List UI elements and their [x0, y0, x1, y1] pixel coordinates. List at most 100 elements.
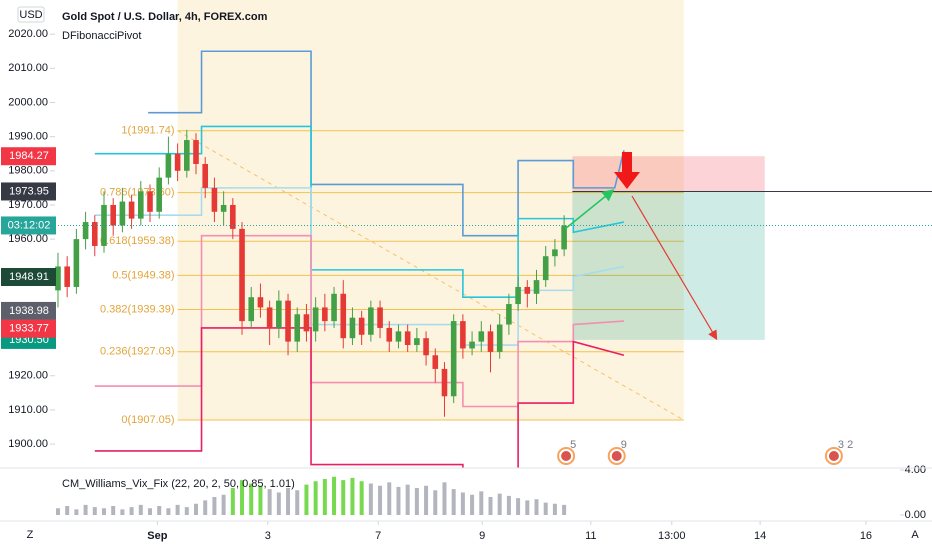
candle-body	[561, 225, 567, 250]
y-tick-label: 1960.00	[8, 233, 48, 245]
candle-body	[496, 324, 503, 352]
vix-bar	[83, 504, 88, 515]
vix-bar	[203, 500, 208, 515]
countdown-label: 03:12:02	[8, 219, 51, 231]
red-arrow	[631, 195, 718, 341]
vix-bar	[221, 494, 226, 515]
vix-bar	[506, 495, 511, 515]
vix-bar	[359, 481, 364, 515]
price-tag-label: 1948.91	[9, 271, 49, 283]
candle-body	[184, 140, 190, 171]
candle-body	[423, 338, 429, 356]
vix-bar	[166, 508, 171, 515]
candle-body	[239, 228, 245, 322]
candle-body	[414, 338, 420, 346]
candle-body	[285, 300, 291, 342]
vix-tick-label: 0.00	[905, 509, 926, 521]
vix-bar	[258, 485, 263, 515]
price-tag	[1, 301, 56, 320]
candle-body	[230, 204, 236, 229]
vix-bar	[55, 508, 60, 515]
candle-body	[432, 355, 439, 369]
vix-bar	[433, 490, 438, 515]
candle-body	[73, 239, 80, 287]
price-tag-label: 1938.98	[9, 305, 49, 317]
candle-body	[386, 327, 393, 342]
vix-bar	[111, 506, 116, 515]
candle-body	[248, 297, 255, 322]
vix-bar	[442, 482, 447, 515]
y-tick-label: 2020.00	[8, 28, 48, 40]
candle-body	[82, 222, 89, 240]
vix-title: CM_Williams_Vix_Fix (22, 20, 2, 50, 0.85…	[62, 478, 295, 490]
candle-body	[478, 331, 485, 342]
zoom-button[interactable]	[21, 526, 39, 544]
event-label: 3 2	[838, 439, 853, 451]
y-tick-label: 2000.00	[8, 96, 48, 108]
target-zone	[572, 191, 765, 340]
vix-bar	[497, 493, 502, 515]
candle-body	[524, 286, 531, 294]
price-tag-label: 1984.27	[9, 150, 49, 162]
candle-body	[349, 317, 356, 339]
candle-body	[450, 321, 457, 397]
vix-bar	[157, 506, 162, 515]
candle-body	[515, 286, 521, 305]
candle-body	[266, 307, 273, 328]
vix-bar	[101, 508, 106, 515]
candle-body	[276, 300, 282, 328]
stop-zone	[572, 156, 765, 192]
vix-bar	[396, 486, 401, 515]
auto-label[interactable]: A	[911, 529, 919, 541]
x-tick-label: 7	[375, 530, 381, 542]
fib-label: 0.618(1959.38)	[100, 235, 175, 247]
vix-bar	[267, 489, 272, 515]
candle-body	[404, 331, 411, 346]
vix-bar	[120, 509, 125, 515]
candle-body	[128, 201, 135, 219]
vix-bar	[175, 504, 180, 515]
vix-bar	[552, 503, 557, 515]
vix-bar	[65, 506, 70, 515]
vix-bar	[525, 500, 530, 515]
vix-bar	[562, 504, 567, 515]
x-tick-label: 14	[754, 530, 766, 542]
vix-bar	[543, 502, 548, 515]
candle-body	[211, 187, 218, 212]
fib-label: 0(1907.05)	[121, 414, 174, 426]
vix-bar	[451, 489, 456, 515]
fib-label: 0.786(1973.60)	[100, 187, 175, 199]
vix-bar	[304, 484, 309, 515]
candle-body	[193, 140, 199, 164]
vix-bar	[74, 509, 79, 515]
candle-body	[506, 304, 512, 325]
candle-body	[303, 314, 310, 332]
candle-body	[322, 307, 328, 322]
vix-bar	[479, 491, 484, 515]
candle-body	[220, 204, 227, 212]
vix-bar	[332, 476, 337, 515]
candle-body	[257, 297, 264, 308]
candle-body	[331, 293, 337, 322]
candle-body	[91, 222, 98, 246]
fib-label: 0.382(1939.39)	[100, 303, 175, 315]
price-tag	[1, 268, 56, 287]
candle-body	[174, 153, 181, 171]
candle-body	[312, 307, 319, 332]
fib-label: 1(1991.74)	[121, 125, 174, 137]
x-tick-label: 3	[265, 530, 271, 542]
currency: USD	[19, 9, 42, 21]
event-flag-inner	[828, 451, 839, 461]
vix-bar	[230, 488, 235, 515]
candle-body	[202, 163, 209, 188]
vix-bar	[194, 503, 199, 515]
x-tick-label: 9	[479, 530, 485, 542]
vix-bar	[387, 482, 392, 515]
vix-bar	[249, 483, 254, 515]
vix-bar	[516, 498, 521, 515]
symbol-title: Gold Spot / U.S. Dollar, 4h, FOREX.com	[62, 11, 268, 23]
x-tick-label: 11	[585, 530, 596, 542]
vix-bar	[341, 480, 346, 515]
zoom-label[interactable]: Z	[27, 529, 34, 541]
